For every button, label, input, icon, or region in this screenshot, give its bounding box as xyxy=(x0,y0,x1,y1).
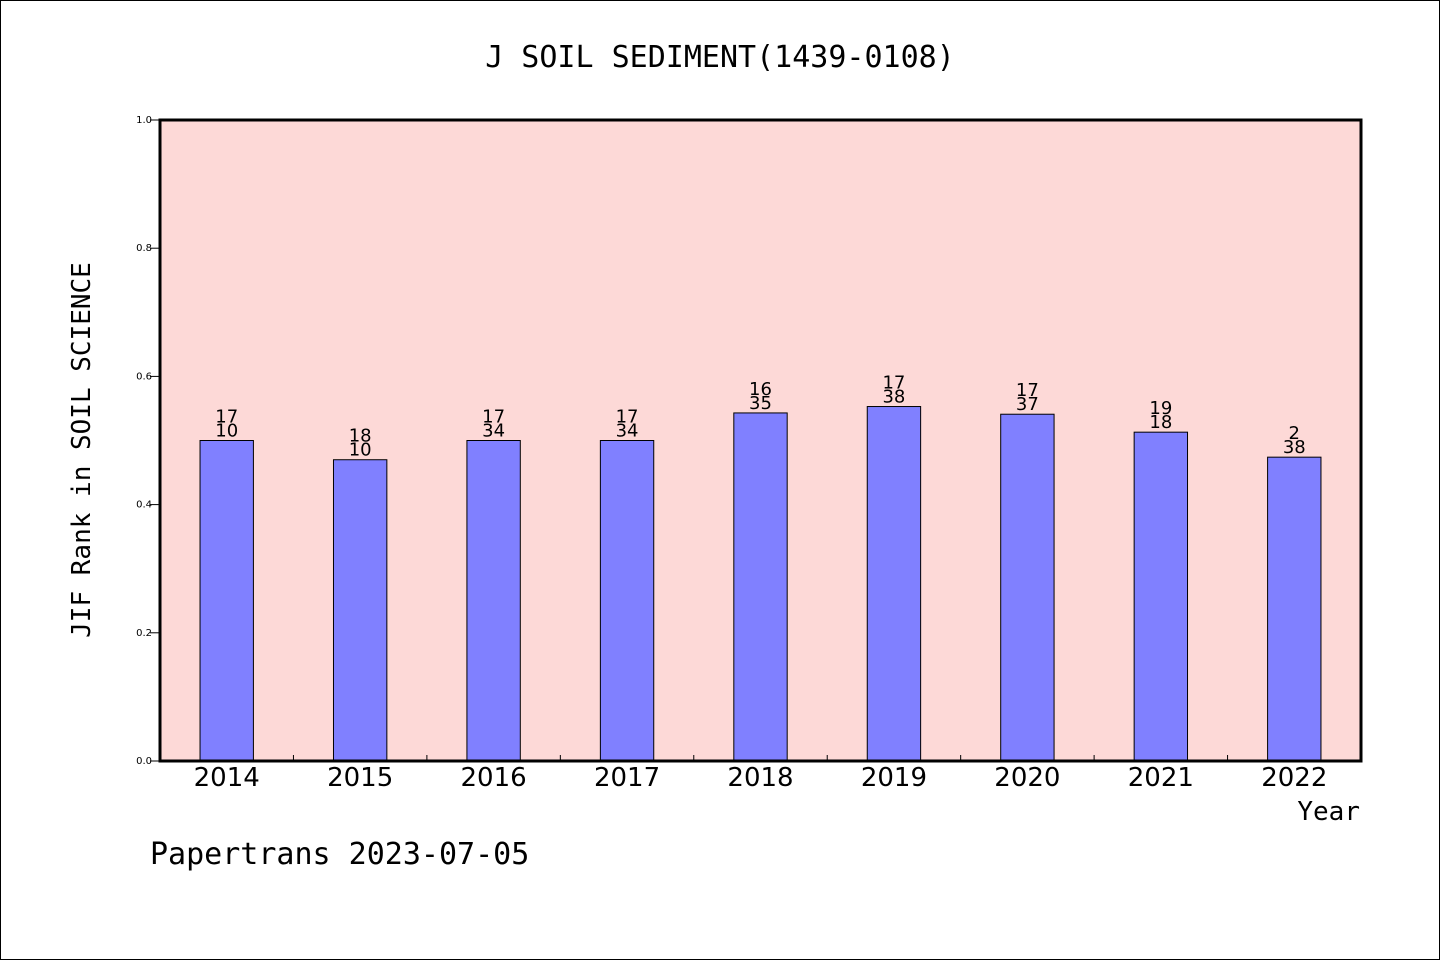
x-tick-label-2020: 2020 xyxy=(994,763,1060,793)
bar-2014 xyxy=(199,440,254,762)
bar-label-top-2017: 17 xyxy=(616,407,639,428)
bar-2019 xyxy=(866,406,922,762)
bar-label-top-2019: 17 xyxy=(882,373,905,394)
x-tick-label-2017: 2017 xyxy=(594,763,660,793)
bar-2018 xyxy=(733,412,788,762)
x-tick-label-2021: 2021 xyxy=(1128,763,1194,793)
plot-border xyxy=(158,118,1363,763)
bar-label-top-2014: 17 xyxy=(215,407,238,428)
y-tick-label: 0.2 xyxy=(136,628,152,639)
bar-2020 xyxy=(1000,413,1055,762)
bar-label-top-2016: 17 xyxy=(482,407,505,428)
y-tick-label: 0.6 xyxy=(136,371,152,382)
bar-label-top-2018: 16 xyxy=(749,379,772,400)
y-axis-label: JIF Rank in SOIL SCIENCE xyxy=(67,262,97,638)
bar-2016 xyxy=(466,440,521,762)
bar-label-bottom-2020: 37 xyxy=(1016,394,1039,415)
x-tick-label-2018: 2018 xyxy=(727,763,793,793)
bar-2021 xyxy=(1133,431,1189,762)
bar-2017 xyxy=(599,440,655,762)
x-axis-label: Year xyxy=(1297,797,1360,827)
bar-label-bottom-2022: 38 xyxy=(1283,437,1306,458)
footer-credit: Papertrans 2023-07-05 xyxy=(150,837,529,872)
bars-group xyxy=(199,406,1322,762)
bar-label-bottom-2017: 34 xyxy=(616,421,639,442)
x-tick-label-2022: 2022 xyxy=(1261,763,1327,793)
y-tick-label: 0.8 xyxy=(136,243,152,254)
x-tick-label-2014: 2014 xyxy=(194,763,260,793)
y-tick-label: 0.4 xyxy=(136,500,152,511)
bar-2015 xyxy=(332,459,388,762)
bar-label-top-2022: 2 xyxy=(1289,423,1300,444)
bar-label-bottom-2014: 10 xyxy=(215,421,238,442)
bar-label-top-2015: 18 xyxy=(349,426,372,447)
x-tick-label-2019: 2019 xyxy=(861,763,927,793)
x-axis: 2014 2015 2016 2017 2018 2019 2020 2021 2022 xyxy=(194,755,1327,793)
bar-label-bottom-2019: 38 xyxy=(882,387,905,408)
bar-label-bottom-2016: 34 xyxy=(482,421,505,442)
y-axis: 0.0 0.2 0.4 0.6 0.8 1.0 xyxy=(136,115,160,767)
bar-label-bottom-2015: 10 xyxy=(349,440,372,461)
x-tick-label-2015: 2015 xyxy=(327,763,393,793)
x-tick-label-2016: 2016 xyxy=(461,763,527,793)
bar-label-top-2021: 19 xyxy=(1149,398,1172,419)
chart-title: J SOIL SEDIMENT(1439-0108) xyxy=(485,40,955,75)
y-tick-label: 0.0 xyxy=(136,756,152,767)
bar-label-bottom-2021: 18 xyxy=(1149,412,1172,433)
bar-label-bottom-2018: 35 xyxy=(749,393,772,414)
bar-label-top-2020: 17 xyxy=(1016,380,1039,401)
bar-2022 xyxy=(1267,456,1322,762)
y-tick-label: 1.0 xyxy=(136,115,152,126)
